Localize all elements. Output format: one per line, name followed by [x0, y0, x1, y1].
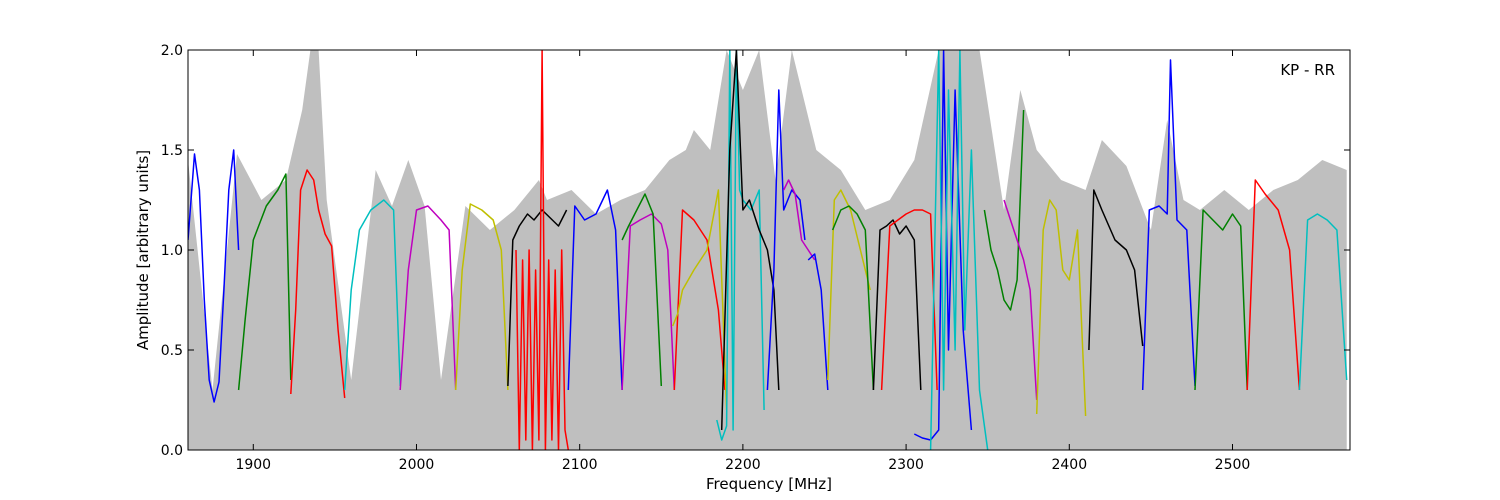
series-line-29 — [1194, 209, 1248, 391]
series-line-13 — [716, 50, 765, 441]
chart-annotation: KP - RR — [1280, 61, 1335, 79]
y-tick-label: 0.0 — [161, 443, 183, 459]
series-line-10 — [621, 193, 663, 387]
y-tick-label: 1.0 — [161, 243, 183, 259]
series-line-8 — [567, 189, 623, 391]
x-tick-label: 2100 — [562, 457, 598, 473]
x-tick-label: 2500 — [1215, 457, 1251, 473]
series-line-28 — [1141, 59, 1196, 391]
series-line-6 — [507, 209, 568, 387]
series-line-15 — [766, 89, 806, 391]
series-line-11 — [673, 209, 726, 391]
series-line-27 — [1088, 189, 1144, 351]
series-line-26 — [1035, 199, 1087, 417]
series-line-4 — [399, 205, 457, 391]
series-line-1 — [237, 173, 292, 391]
series-line-3 — [343, 199, 401, 391]
y-tick-label: 1.5 — [161, 143, 183, 159]
x-axis-label: Frequency [MHz] — [706, 475, 832, 493]
series-line-20 — [872, 219, 922, 391]
y-axis-label: Amplitude [arbitrary units] — [134, 150, 152, 350]
series-line-2 — [290, 169, 346, 399]
series-line-24 — [983, 109, 1025, 311]
series-line-7 — [515, 50, 570, 450]
series-line-21 — [880, 209, 938, 391]
series-line-25 — [1003, 199, 1038, 401]
series-layer — [188, 50, 1348, 450]
x-tick-label: 2000 — [399, 457, 435, 473]
series-line-31 — [1298, 213, 1348, 391]
series-line-9 — [621, 213, 676, 391]
x-tick-label: 2200 — [725, 457, 761, 473]
x-tick-label: 1900 — [235, 457, 271, 473]
y-tick-label: 0.5 — [161, 343, 183, 359]
series-line-23 — [929, 50, 989, 450]
series-line-22 — [913, 50, 973, 441]
series-line-30 — [1246, 179, 1301, 391]
series-line-16 — [783, 179, 816, 261]
y-tick-label: 2.0 — [161, 43, 183, 59]
x-tick-label: 2400 — [1051, 457, 1087, 473]
x-tick-label: 2300 — [888, 457, 924, 473]
series-line-12 — [672, 189, 728, 411]
tick-layer: 1900 2000 2100 2200 2300 2400 2500 0.0 0.5 1.0 1.5… — [161, 43, 1350, 473]
series-line-0 — [188, 149, 240, 403]
series-line-17 — [807, 253, 829, 391]
series-line-19 — [831, 205, 875, 391]
series-line-5 — [454, 203, 509, 391]
series-line-14 — [720, 50, 780, 431]
